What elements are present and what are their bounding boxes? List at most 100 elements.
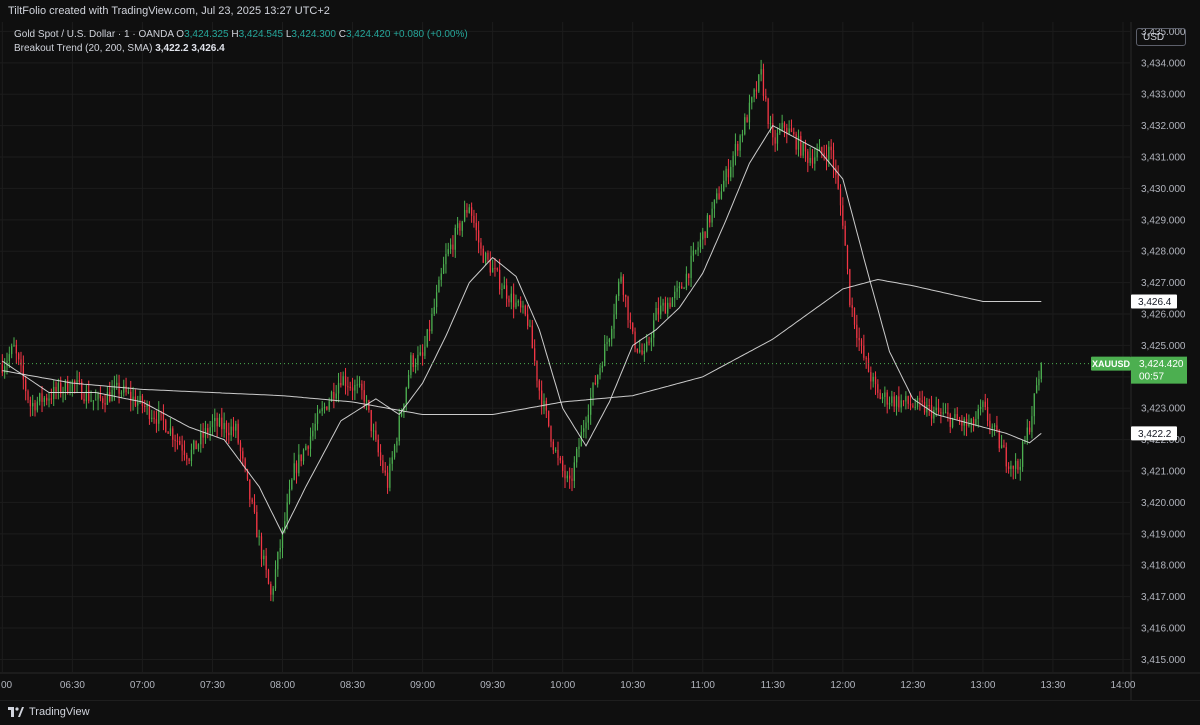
candle-body xyxy=(67,380,69,393)
candle-body xyxy=(1026,427,1028,441)
candle-body xyxy=(13,344,15,347)
candle-body xyxy=(737,143,739,151)
candle-body xyxy=(372,430,375,432)
candle-body xyxy=(564,470,566,479)
candle-body xyxy=(144,406,146,408)
candle-body xyxy=(291,479,293,490)
candle-body xyxy=(1017,460,1019,470)
candle-body xyxy=(788,128,790,134)
candle-body xyxy=(340,382,342,386)
candle-body xyxy=(106,391,109,405)
candle-body xyxy=(772,123,774,138)
candle-body xyxy=(534,348,536,362)
candle-body xyxy=(510,293,512,303)
candle-body xyxy=(678,286,681,289)
candle-body xyxy=(515,302,517,308)
candle-body xyxy=(393,445,396,458)
candle-body xyxy=(146,404,148,407)
candle-body xyxy=(816,150,818,158)
candle-body xyxy=(463,209,466,222)
time-tick-label: 09:30 xyxy=(480,680,505,691)
candle-body xyxy=(681,286,683,289)
candle-body xyxy=(449,244,452,250)
candle-body xyxy=(879,392,881,399)
candle-body xyxy=(1019,466,1021,470)
candle-body xyxy=(337,382,340,394)
candle-body xyxy=(335,393,337,399)
candle-body xyxy=(284,521,286,529)
candle-body xyxy=(961,421,963,426)
candle-body xyxy=(71,380,74,392)
candle-body xyxy=(249,479,251,500)
candle-body xyxy=(625,294,627,297)
price-tick-label: 3,423.000 xyxy=(1141,404,1186,415)
candle-body xyxy=(137,401,139,406)
chart-area[interactable]: 3,415.000 3,416.000 3,417.000 3,418.000 3,41… xyxy=(0,22,1200,700)
candle-body xyxy=(646,341,648,351)
candle-body xyxy=(50,398,53,400)
price-tick-label: 3,418.000 xyxy=(1141,561,1186,572)
candle-body xyxy=(92,400,95,402)
candle-body xyxy=(830,146,832,151)
currency-button[interactable]: USD xyxy=(1136,28,1186,46)
time-tick-label: 14:00 xyxy=(1110,680,1135,691)
candle-body xyxy=(524,305,526,315)
candle-body xyxy=(660,305,662,315)
price-tick-label: 3,428.000 xyxy=(1141,247,1186,258)
candle-body xyxy=(461,221,463,231)
candle-body xyxy=(389,463,391,488)
price-chart[interactable]: 3,415.000 3,416.000 3,417.000 3,418.000 3,41… xyxy=(0,22,1200,700)
candle-body xyxy=(83,399,85,402)
candle-body xyxy=(548,410,550,427)
time-tick-label: 07:30 xyxy=(200,680,225,691)
tradingview-brand: TradingView xyxy=(29,706,90,718)
tradingview-logo[interactable]: TradingView xyxy=(8,706,90,718)
candle-body xyxy=(1021,441,1024,467)
candle-body xyxy=(888,402,891,405)
candle-body xyxy=(620,276,622,282)
candle-body xyxy=(984,401,986,408)
price-tick-label: 3,425.000 xyxy=(1141,341,1186,352)
candle-body xyxy=(120,392,123,394)
price-tick-label: 3,430.000 xyxy=(1141,184,1186,195)
candle-body xyxy=(428,329,431,332)
candle-body xyxy=(349,386,351,388)
candle-body xyxy=(25,379,27,392)
price-tick-label: 3,422.000 xyxy=(1141,435,1186,446)
candle-body xyxy=(643,350,646,354)
candle-body xyxy=(776,133,779,144)
candle-body xyxy=(438,279,440,293)
legend-row-indicator[interactable]: Breakout Trend (20, 200, SMA) 3,422.2 3,… xyxy=(14,42,468,56)
time-tick-label: 11:00 xyxy=(691,680,716,691)
candle-body xyxy=(452,244,454,250)
candle-body xyxy=(968,423,970,426)
candle-body xyxy=(193,440,195,450)
candle-body xyxy=(81,381,83,400)
candle-body xyxy=(445,253,447,265)
candle-body xyxy=(613,314,615,329)
symbol-title: Gold Spot / U.S. Dollar · 1 · OANDA xyxy=(14,29,174,40)
candle-body xyxy=(365,400,368,402)
candle-body xyxy=(583,428,585,432)
candle-body xyxy=(774,137,776,144)
ma-fast-line xyxy=(2,124,1042,535)
candle-body xyxy=(130,391,132,401)
candle-body xyxy=(333,391,335,399)
candle-body xyxy=(837,174,839,189)
candle-body xyxy=(998,430,1000,449)
candle-body xyxy=(979,406,982,410)
candle-body xyxy=(454,227,456,250)
candle-body xyxy=(477,230,480,243)
candle-body xyxy=(216,417,218,427)
candle-body xyxy=(174,439,176,441)
candle-body xyxy=(846,245,849,270)
candle-body xyxy=(347,386,349,388)
candle-body xyxy=(18,353,20,360)
candle-body xyxy=(487,252,489,260)
ohlc-open-label: O xyxy=(176,29,185,40)
candle-body xyxy=(921,400,923,402)
candle-body xyxy=(944,412,947,414)
candle-body xyxy=(832,150,835,168)
candle-body xyxy=(307,446,309,449)
candle-body xyxy=(123,385,125,393)
